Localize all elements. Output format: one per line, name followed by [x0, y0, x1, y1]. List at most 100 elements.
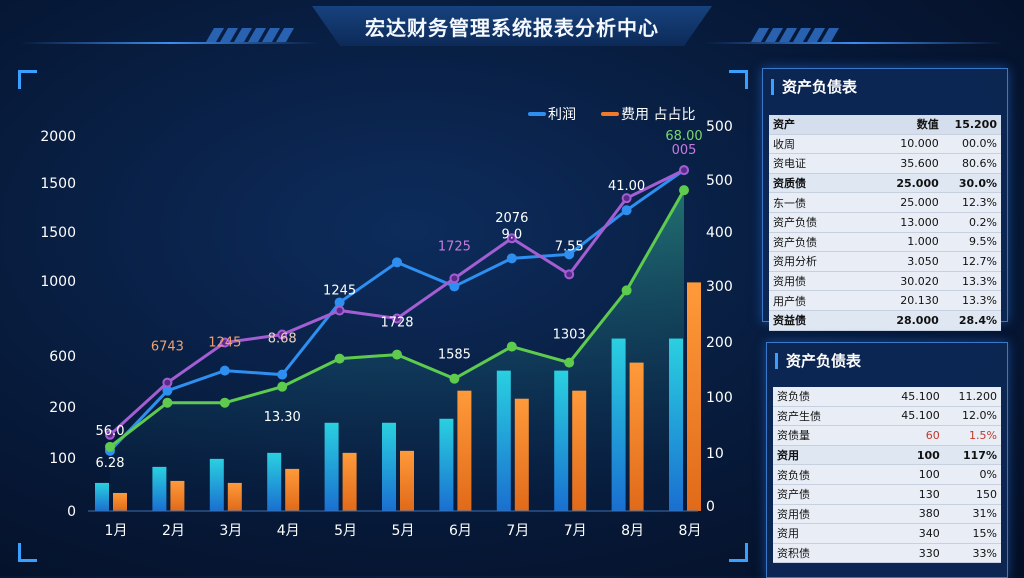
table-cell: 340 — [918, 526, 940, 540]
table-title: 资产负债表 — [775, 353, 861, 369]
table-row: 资质债 25.000 30.0% — [769, 173, 1001, 194]
table-cell: 资产负债 — [773, 235, 817, 249]
table-row: 资电证 35.600 80.6% — [769, 154, 1001, 174]
chart-legend: 利润 费用 占占比 — [528, 107, 695, 123]
green-area-fill — [110, 190, 684, 511]
purple-point — [277, 329, 288, 340]
right-tick-label: 400 — [706, 225, 733, 241]
table-cell: 0.2% — [969, 215, 997, 229]
table-title: 资产负债表 — [771, 79, 857, 95]
cost-bar — [170, 480, 185, 511]
table-cell: 1.000 — [907, 235, 939, 249]
table-cell: 45.100 — [901, 409, 940, 423]
green-point — [564, 357, 575, 368]
x-tick-label: 5月 — [392, 523, 415, 539]
profit-point — [334, 297, 345, 308]
purple-point — [679, 165, 689, 176]
table-cell: 10.000 — [900, 137, 939, 151]
table-cell: 12.3% — [962, 196, 997, 210]
table-cell: 资产生债 — [777, 409, 821, 423]
green-point — [506, 341, 517, 352]
table-row: 资积债 330 33% — [773, 544, 1001, 564]
data-label: 9.0 — [501, 227, 522, 242]
data-label: 1245 — [323, 283, 356, 298]
green-point — [449, 373, 460, 384]
x-tick-label: 7月 — [506, 523, 529, 539]
table-cell: 130 — [918, 487, 940, 501]
table-cell: 资用债 — [773, 275, 806, 289]
x-tick-label: 3月 — [219, 523, 242, 539]
table-cell: 60 — [925, 428, 940, 442]
left-tick-label: 1500 — [40, 176, 76, 192]
left-tick-label: 100 — [49, 451, 76, 467]
table-cell: 收周 — [773, 137, 795, 151]
left-axis: 0 100 200 600 1000 1500 1500 2000 — [40, 129, 76, 520]
table-cell: 00.0% — [962, 137, 997, 151]
table-cell: 33% — [972, 546, 997, 560]
page-title: 宏达财务管理系统报表分析中心 — [365, 16, 659, 40]
purple-point — [449, 273, 460, 284]
table-cell: 330 — [918, 546, 940, 560]
cost-bar — [227, 482, 242, 511]
table-cell: 12.7% — [962, 254, 997, 268]
left-tick-label: 2000 — [40, 129, 76, 145]
corner-bracket — [729, 70, 748, 89]
green-point — [621, 285, 632, 296]
purple-point — [392, 313, 402, 324]
x-tick-label: 8月 — [679, 523, 702, 539]
table-row: 资用债 380 31% — [773, 505, 1001, 525]
legend-label-cost: 费用 占占比 — [621, 107, 695, 123]
table-cell: 15% — [972, 526, 997, 540]
table-cell: 资债量 — [777, 429, 810, 443]
table-cell: 9.5% — [969, 235, 997, 249]
green-point — [105, 441, 115, 452]
right-tick-label: 100 — [706, 390, 733, 406]
green-point — [334, 353, 345, 364]
corner-bracket — [729, 543, 748, 562]
table-cell: 数值 — [916, 118, 939, 132]
cost-bar — [572, 390, 587, 511]
data-label: 1303 — [553, 328, 586, 343]
table-cell: 11.200 — [958, 389, 997, 403]
table-cell: 28.000 — [896, 313, 939, 327]
table-cell: 资用 — [777, 527, 799, 541]
table-cell: 35.600 — [900, 156, 939, 170]
table-row: 资产 数值 15.200 — [769, 115, 1001, 135]
corner-bracket — [18, 543, 37, 562]
cost-bar — [113, 492, 127, 511]
blue-bar — [152, 466, 167, 511]
table-cell: 13.3% — [962, 274, 997, 288]
table-cell: 13.3% — [962, 294, 997, 308]
table-cell: 100 — [916, 448, 940, 462]
blue-bar — [496, 370, 511, 511]
table-cell: 12.0% — [962, 409, 997, 423]
bar-layer — [95, 282, 701, 511]
green-point — [679, 185, 689, 196]
right-tick-label: 10 — [706, 446, 724, 462]
cost-bar — [514, 398, 529, 511]
green-point — [162, 397, 173, 408]
data-label: 1245 — [208, 336, 241, 351]
table-cell: 资用分析 — [773, 255, 817, 269]
profit-point — [564, 249, 575, 260]
cost-bar — [285, 468, 300, 511]
corner-bracket — [18, 70, 37, 89]
purple-point — [506, 233, 517, 244]
purple-point — [105, 429, 115, 440]
table-cell: 资负债 — [777, 468, 810, 482]
profit-point — [219, 365, 230, 376]
table-row: 资产负债 13.000 0.2% — [769, 213, 1001, 233]
table-row: 资产负债 1.000 9.5% — [769, 233, 1001, 253]
table-cell: 资产 — [773, 118, 795, 132]
table-row: 资用 340 15% — [773, 524, 1001, 544]
header: 宏达财务管理系统报表分析中心 — [0, 0, 1024, 58]
data-label: 56.0 — [96, 424, 125, 439]
profit-point — [449, 281, 460, 292]
table-cell: 31% — [972, 507, 997, 521]
table-cell: 资负债 — [777, 390, 810, 404]
table-cell: 15.200 — [954, 117, 997, 131]
blue-bar — [324, 422, 339, 511]
header-divider-left — [20, 42, 320, 44]
table-row: 资产生债 45.100 12.0% — [773, 407, 1001, 427]
purple-point — [334, 305, 345, 316]
